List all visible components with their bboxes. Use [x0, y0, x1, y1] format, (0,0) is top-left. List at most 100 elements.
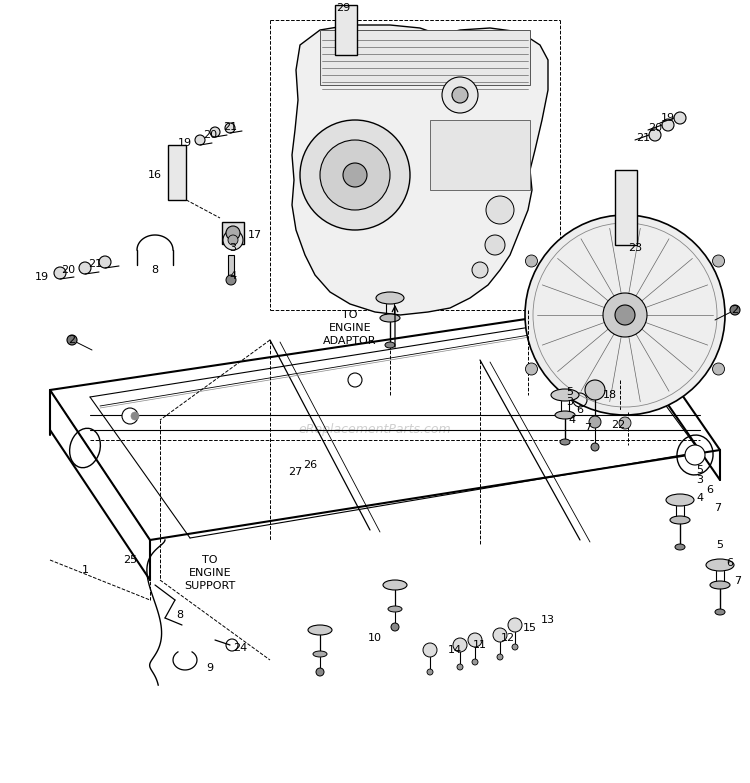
Text: 24: 24 — [232, 643, 248, 653]
Text: 16: 16 — [148, 170, 162, 180]
Bar — [320, 30, 530, 85]
Circle shape — [468, 633, 482, 647]
Text: 15: 15 — [523, 623, 537, 633]
Circle shape — [493, 628, 507, 642]
Text: 29: 29 — [336, 3, 350, 13]
Circle shape — [589, 416, 601, 428]
Circle shape — [526, 363, 538, 375]
Text: 7: 7 — [715, 503, 722, 513]
Circle shape — [585, 380, 605, 400]
Circle shape — [712, 255, 724, 267]
Ellipse shape — [715, 609, 725, 615]
Text: 5: 5 — [697, 465, 703, 475]
Circle shape — [54, 267, 66, 279]
Bar — [615, 170, 637, 245]
Circle shape — [508, 618, 522, 632]
Text: 25: 25 — [123, 555, 137, 565]
Circle shape — [300, 120, 410, 230]
Circle shape — [525, 215, 725, 415]
Bar — [335, 5, 357, 55]
Text: 17: 17 — [248, 230, 262, 240]
Circle shape — [591, 443, 599, 451]
Bar — [430, 120, 530, 190]
Text: 4: 4 — [230, 271, 236, 281]
Circle shape — [122, 408, 138, 424]
Circle shape — [619, 417, 631, 429]
Text: TO
ENGINE
SUPPORT: TO ENGINE SUPPORT — [184, 555, 236, 591]
Text: 23: 23 — [628, 243, 642, 253]
Text: 8: 8 — [152, 265, 158, 275]
Circle shape — [226, 226, 240, 240]
Circle shape — [442, 77, 478, 113]
Text: 26: 26 — [303, 460, 317, 470]
Text: 6: 6 — [706, 485, 713, 495]
Text: 4: 4 — [697, 493, 703, 503]
Text: 7: 7 — [734, 576, 742, 586]
Circle shape — [67, 335, 77, 345]
Text: 14: 14 — [448, 645, 462, 655]
Ellipse shape — [388, 606, 402, 612]
Ellipse shape — [710, 581, 730, 589]
Text: 3: 3 — [697, 475, 703, 485]
Circle shape — [223, 230, 243, 250]
Text: 7: 7 — [584, 423, 592, 433]
Circle shape — [497, 654, 503, 660]
Text: eReplacementParts.com: eReplacementParts.com — [298, 424, 452, 436]
Circle shape — [712, 363, 724, 375]
Circle shape — [526, 255, 538, 267]
Bar — [168, 145, 186, 200]
Text: 3: 3 — [566, 397, 574, 407]
Bar — [228, 255, 234, 277]
Text: 27: 27 — [288, 467, 302, 477]
Ellipse shape — [308, 625, 332, 635]
Circle shape — [619, 201, 631, 213]
Ellipse shape — [380, 314, 400, 322]
Text: 20: 20 — [648, 123, 662, 133]
Text: 21: 21 — [223, 122, 237, 132]
Text: 13: 13 — [541, 615, 555, 625]
Circle shape — [649, 129, 661, 141]
Ellipse shape — [376, 292, 404, 304]
Text: 2: 2 — [68, 335, 76, 345]
Text: 5: 5 — [566, 387, 574, 397]
Circle shape — [685, 445, 705, 465]
Text: 20: 20 — [61, 265, 75, 275]
Circle shape — [210, 127, 220, 137]
Text: 1: 1 — [82, 565, 88, 575]
Ellipse shape — [666, 494, 694, 506]
Ellipse shape — [555, 411, 575, 419]
Text: 3: 3 — [230, 243, 236, 253]
Text: 6: 6 — [577, 405, 584, 415]
Text: 20: 20 — [203, 130, 217, 140]
Text: 18: 18 — [603, 390, 617, 400]
Circle shape — [423, 643, 437, 657]
Ellipse shape — [675, 544, 685, 550]
Circle shape — [316, 668, 324, 676]
Text: 10: 10 — [368, 633, 382, 643]
Text: 19: 19 — [178, 138, 192, 148]
Circle shape — [131, 412, 139, 420]
Circle shape — [225, 123, 235, 133]
Ellipse shape — [313, 651, 327, 657]
Text: 5: 5 — [716, 540, 724, 550]
Ellipse shape — [560, 439, 570, 445]
Circle shape — [343, 163, 367, 187]
Text: 9: 9 — [206, 663, 214, 673]
Circle shape — [452, 87, 468, 103]
Circle shape — [99, 256, 111, 268]
Circle shape — [226, 275, 236, 285]
Circle shape — [486, 196, 514, 224]
Text: 21: 21 — [636, 133, 650, 143]
Ellipse shape — [706, 559, 734, 571]
Circle shape — [512, 644, 518, 650]
Text: 4: 4 — [568, 415, 575, 425]
Circle shape — [79, 262, 91, 274]
Ellipse shape — [385, 342, 395, 348]
Circle shape — [457, 664, 463, 670]
Circle shape — [730, 305, 740, 315]
Text: 12: 12 — [501, 633, 515, 643]
Text: TO
ENGINE
ADAPTOR: TO ENGINE ADAPTOR — [323, 310, 376, 346]
Circle shape — [228, 235, 238, 245]
Text: 19: 19 — [661, 113, 675, 123]
Circle shape — [472, 659, 478, 665]
